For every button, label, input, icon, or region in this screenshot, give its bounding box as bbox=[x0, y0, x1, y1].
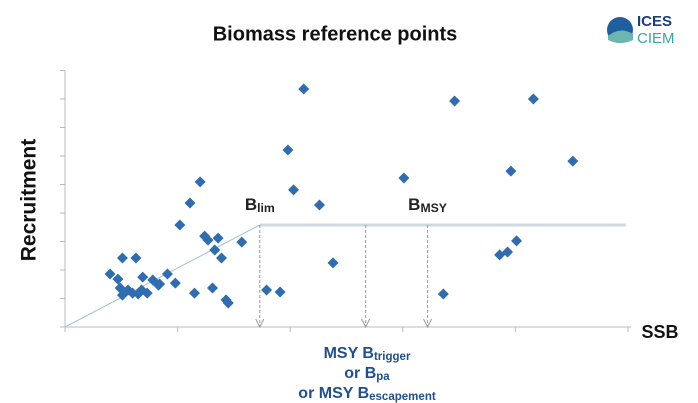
point bbox=[188, 287, 200, 299]
point bbox=[288, 184, 300, 196]
point bbox=[505, 165, 517, 177]
point bbox=[261, 284, 273, 296]
annotation: MSY Btrigger bbox=[324, 345, 411, 363]
point bbox=[207, 282, 219, 294]
annotation-text: B bbox=[245, 195, 257, 214]
annotation: BMSY bbox=[408, 195, 447, 215]
point bbox=[154, 278, 166, 290]
arrow-head bbox=[255, 318, 265, 329]
point bbox=[236, 236, 248, 248]
point bbox=[449, 95, 461, 107]
point bbox=[567, 155, 579, 167]
point bbox=[112, 273, 124, 285]
annotation-text: or MSY B bbox=[298, 385, 369, 402]
annotation: or Bpa bbox=[344, 365, 390, 383]
point bbox=[141, 287, 153, 299]
logo-text: ICES bbox=[637, 13, 672, 30]
annotation: Blim bbox=[245, 195, 275, 215]
point bbox=[327, 257, 339, 269]
x-axis-label: SSB bbox=[641, 322, 678, 342]
annotation-sub: MSY bbox=[420, 201, 447, 215]
point bbox=[184, 197, 196, 209]
logo-wave bbox=[608, 30, 633, 43]
point bbox=[216, 252, 228, 264]
point bbox=[161, 268, 173, 280]
point bbox=[298, 83, 310, 95]
origin-line bbox=[64, 224, 261, 328]
point bbox=[282, 144, 294, 156]
annotation-sub: lim bbox=[257, 201, 275, 215]
point bbox=[313, 199, 325, 211]
point bbox=[274, 286, 286, 298]
chart-title: Biomass reference points bbox=[213, 23, 458, 45]
logo: ICES CIEM bbox=[607, 13, 675, 47]
point bbox=[527, 93, 539, 105]
annotation-text: or B bbox=[344, 365, 376, 382]
point bbox=[212, 232, 224, 244]
logo-text: CIEM bbox=[637, 30, 675, 47]
point bbox=[137, 271, 149, 283]
point bbox=[104, 268, 116, 280]
point bbox=[174, 219, 186, 231]
point bbox=[116, 252, 128, 264]
point bbox=[222, 297, 234, 309]
point bbox=[511, 235, 523, 247]
point bbox=[437, 288, 449, 300]
point bbox=[130, 252, 142, 264]
y-axis-label: Recruitment bbox=[18, 139, 41, 262]
annotation-sub: escapement bbox=[369, 391, 436, 403]
annotation-text: B bbox=[408, 195, 420, 214]
annotation-sub: pa bbox=[376, 371, 390, 383]
point bbox=[209, 244, 221, 256]
point bbox=[202, 234, 214, 246]
annotation-sub: trigger bbox=[374, 351, 411, 363]
point bbox=[398, 172, 410, 184]
annotation-text: MSY B bbox=[324, 345, 374, 362]
point bbox=[194, 176, 206, 188]
point bbox=[502, 246, 514, 258]
annotation: or MSY Bescapement bbox=[298, 385, 436, 403]
point bbox=[169, 277, 181, 289]
arrow-head bbox=[361, 318, 371, 329]
arrow-head bbox=[423, 318, 433, 329]
